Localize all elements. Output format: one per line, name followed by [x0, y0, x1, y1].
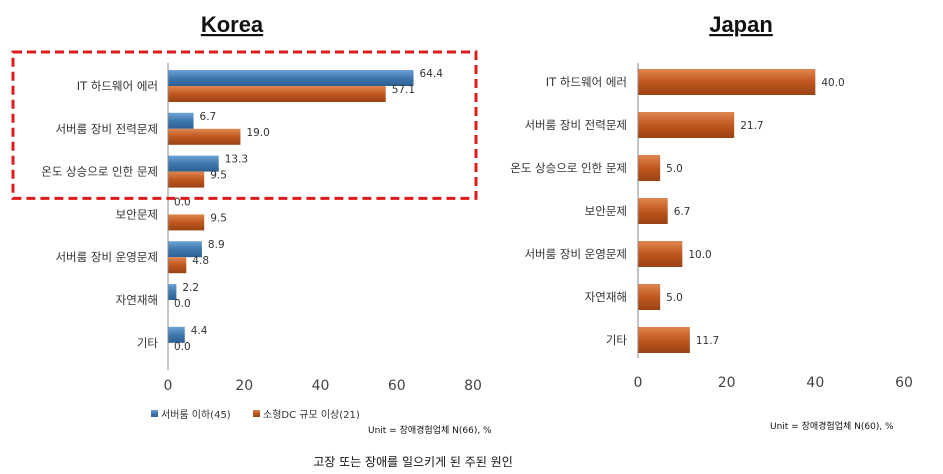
- korea-bar-blue: [168, 70, 414, 86]
- korea-data-label: 13.3: [225, 154, 248, 166]
- korea-data-label: 6.7: [200, 111, 217, 123]
- legend-swatch-blue: [151, 410, 158, 417]
- korea-x-tick: 40: [312, 378, 330, 394]
- japan-title: Japan: [709, 12, 773, 37]
- korea-bar-orange: [168, 171, 205, 188]
- korea-bar-blue: [168, 284, 177, 300]
- japan-data-label: 40.0: [821, 77, 844, 89]
- japan-data-label: 21.7: [740, 120, 763, 132]
- korea-bar-blue: [168, 112, 194, 129]
- korea-category-label: 자연재해: [116, 293, 158, 307]
- korea-data-label: 9.5: [210, 212, 227, 224]
- highlight-box: [11, 50, 478, 200]
- japan-category-label: 자연재해: [585, 290, 627, 304]
- japan-bar: [638, 155, 661, 181]
- japan-data-label: 5.0: [666, 163, 683, 175]
- korea-data-label: 4.4: [191, 325, 208, 337]
- korea-x-tick: 80: [464, 378, 482, 394]
- korea-bar-orange: [168, 257, 187, 274]
- japan-bar: [638, 69, 816, 95]
- japan-data-label: 6.7: [674, 206, 691, 218]
- legend-label-blue: 서버룸 이하(45): [161, 408, 231, 421]
- korea-bar-orange: [168, 86, 386, 102]
- korea-data-label: 0.0: [174, 341, 191, 353]
- korea-data-label: 8.9: [208, 239, 225, 251]
- korea-unit-note: Unit = 장애경험업체 N(66), %: [368, 424, 492, 436]
- japan-category-label: 서버룸 장비 운영문제: [524, 247, 627, 261]
- korea-bar-orange: [168, 214, 205, 231]
- korea-category-label: IT 하드웨어 에러: [77, 79, 158, 93]
- korea-bar-blue: [168, 326, 185, 343]
- japan-x-tick: 40: [806, 375, 824, 391]
- korea-title: Korea: [201, 12, 264, 37]
- korea-data-label: 2.2: [182, 282, 199, 294]
- japan-bar: [638, 198, 668, 224]
- korea-data-label: 64.4: [420, 68, 444, 80]
- korea-data-label: 57.1: [392, 84, 415, 96]
- korea-legend: 서버룸 이하(45) 소형DC 규모 이상(21): [151, 408, 360, 421]
- korea-data-label: 0.0: [174, 298, 191, 310]
- korea-category-label: 서버룸 장비 운영문제: [55, 250, 158, 264]
- japan-x-tick: 0: [634, 375, 643, 391]
- japan-data-label: 10.0: [688, 249, 711, 261]
- legend-swatch-orange: [253, 410, 260, 417]
- japan-category-label: 온도 상승으로 인한 문제: [510, 161, 627, 175]
- japan-bar: [638, 327, 690, 353]
- japan-data-label: 5.0: [666, 292, 683, 304]
- japan-x-tick: 20: [718, 375, 736, 391]
- korea-data-label: 4.8: [192, 255, 209, 267]
- japan-category-label: IT 하드웨어 에러: [546, 75, 627, 89]
- korea-x-tick: 0: [164, 378, 173, 394]
- japan-bar: [638, 112, 735, 138]
- korea-data-label: 9.5: [210, 170, 227, 182]
- japan-category-label: 기타: [606, 333, 628, 347]
- japan-x-tick: 60: [895, 375, 913, 391]
- legend-label-orange: 소형DC 규모 이상(21): [263, 409, 360, 421]
- korea-category-label: 온도 상승으로 인한 문제: [41, 165, 158, 179]
- japan-bar: [638, 284, 661, 310]
- japan-bar: [638, 241, 683, 267]
- korea-x-tick: 20: [235, 378, 253, 394]
- korea-category-label: 보안문제: [116, 207, 158, 221]
- korea-data-label: 19.0: [246, 127, 269, 139]
- korea-category-label: 기타: [137, 336, 159, 350]
- korea-category-label: 서버룸 장비 전력문제: [55, 122, 158, 136]
- korea-bar-orange: [168, 128, 241, 145]
- korea-x-tick: 60: [388, 378, 406, 394]
- korea-bar-blue: [168, 241, 202, 258]
- japan-category-label: 보안문제: [585, 204, 627, 218]
- korea-bar-blue: [168, 155, 219, 172]
- figure-caption: 고장 또는 장애를 일으키게 된 주된 원인: [313, 455, 513, 469]
- japan-category-label: 서버룸 장비 전력문제: [524, 118, 627, 132]
- japan-unit-note: Unit = 장애경험업체 N(60), %: [770, 420, 894, 432]
- japan-data-label: 11.7: [696, 335, 719, 347]
